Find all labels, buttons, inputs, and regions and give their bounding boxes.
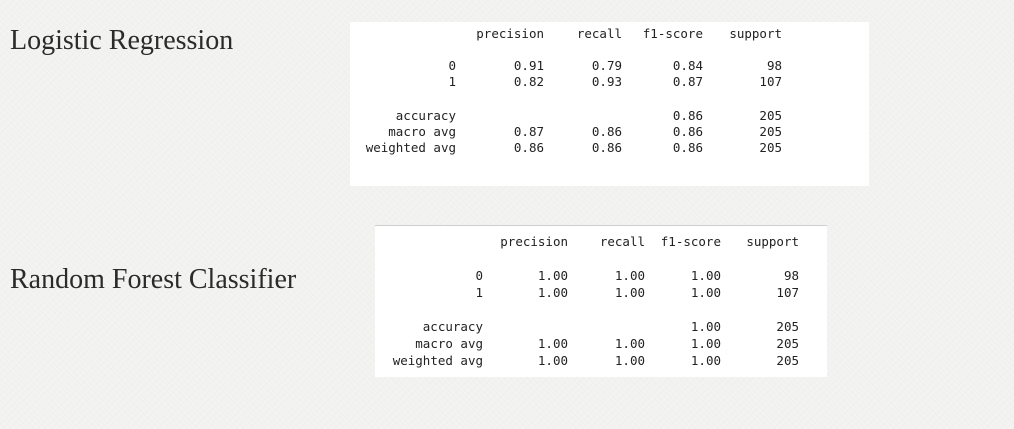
cell-class-0-f1-score: 0.84 [672, 58, 703, 73]
row-label-macro-avg: macro avg [415, 336, 483, 351]
cell-weighted-avg-precision: 1.00 [537, 353, 568, 368]
classification-report-logistic-regression: precision recall f1-score support 0 0.91 0.79 0… [350, 22, 869, 186]
cell-accuracy-f1-score: 0.86 [672, 108, 703, 123]
cell-class-1-f1-score: 1.00 [690, 285, 721, 300]
row-label-class-0: 0 [448, 58, 456, 73]
cell-accuracy-f1-score: 1.00 [690, 319, 721, 334]
column-header-precision: precision [476, 26, 544, 41]
row-label-macro-avg: macro avg [388, 124, 456, 139]
cell-class-1-recall: 1.00 [614, 285, 645, 300]
cell-class-0-recall: 0.79 [591, 58, 622, 73]
cell-macro-avg-f1-score: 1.00 [690, 336, 721, 351]
row-label-class-1: 1 [475, 285, 483, 300]
cell-class-0-support: 98 [783, 268, 799, 283]
cell-macro-avg-f1-score: 0.86 [672, 124, 703, 139]
cell-weighted-avg-f1-score: 0.86 [672, 140, 703, 155]
cell-weighted-avg-recall: 0.86 [591, 140, 622, 155]
cell-class-1-precision: 1.00 [537, 285, 568, 300]
cell-macro-avg-recall: 0.86 [591, 124, 622, 139]
cell-class-1-f1-score: 0.87 [672, 74, 703, 89]
cell-macro-avg-support: 205 [776, 336, 799, 351]
row-label-weighted-avg: weighted avg [392, 353, 483, 368]
column-header-precision: precision [500, 234, 568, 249]
row-label-weighted-avg: weighted avg [365, 140, 456, 155]
column-header-f1-score: f1-score [660, 234, 721, 249]
cell-weighted-avg-f1-score: 1.00 [690, 353, 721, 368]
cell-macro-avg-support: 205 [759, 124, 782, 139]
classification-report-random-forest: precision recall f1-score support 0 1.00 1.00 1… [375, 225, 827, 377]
cell-class-0-precision: 1.00 [537, 268, 568, 283]
cell-class-0-support: 98 [766, 58, 782, 73]
cell-class-1-recall: 0.93 [591, 74, 622, 89]
column-header-f1-score: f1-score [642, 26, 703, 41]
cell-class-0-recall: 1.00 [614, 268, 645, 283]
cell-macro-avg-recall: 1.00 [614, 336, 645, 351]
cell-weighted-avg-precision: 0.86 [513, 140, 544, 155]
cell-macro-avg-precision: 1.00 [537, 336, 568, 351]
column-header-support: support [746, 234, 799, 249]
cell-accuracy-support: 205 [776, 319, 799, 334]
column-header-recall: recall [599, 234, 645, 249]
cell-accuracy-support: 205 [759, 108, 782, 123]
cell-class-1-support: 107 [759, 74, 782, 89]
cell-class-0-precision: 0.91 [513, 58, 544, 73]
cell-weighted-avg-support: 205 [759, 140, 782, 155]
row-label-class-1: 1 [448, 74, 456, 89]
section-title-random-forest: Random Forest Classifier [10, 264, 297, 295]
row-label-accuracy: accuracy [422, 319, 483, 334]
row-label-class-0: 0 [475, 268, 483, 283]
cell-class-1-support: 107 [776, 285, 799, 300]
column-header-support: support [729, 26, 782, 41]
column-header-recall: recall [576, 26, 622, 41]
cell-weighted-avg-support: 205 [776, 353, 799, 368]
section-title-logistic-regression: Logistic Regression [10, 25, 234, 56]
cell-macro-avg-precision: 0.87 [513, 124, 544, 139]
cell-weighted-avg-recall: 1.00 [614, 353, 645, 368]
cell-class-1-precision: 0.82 [513, 74, 544, 89]
cell-class-0-f1-score: 1.00 [690, 268, 721, 283]
row-label-accuracy: accuracy [395, 108, 456, 123]
